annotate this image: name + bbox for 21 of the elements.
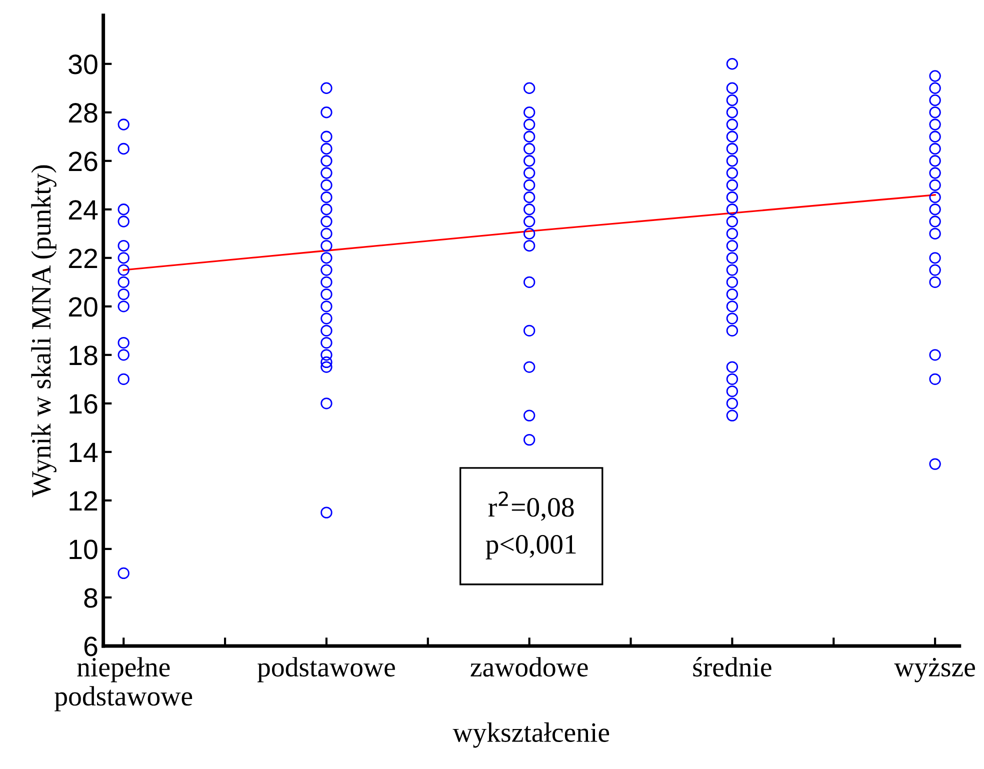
y-axis-title: Wynik w skali MNA (punkty) (31, 165, 56, 498)
y-tick-label: 16 (70, 394, 98, 414)
y-tick-label: 20 (68, 297, 98, 317)
y-tick-label: 18 (70, 346, 98, 366)
x-tick-label: podstawowe (257, 657, 395, 682)
x-tick-label: wyższe (894, 658, 975, 682)
x-tick-label: zawodowe (470, 657, 588, 677)
y-tick-label: 8 (84, 588, 98, 608)
y-tick-label: 10 (70, 540, 98, 560)
x-tick-label: średnie (693, 657, 772, 677)
x-tick-label: niepełne podstawowe (54, 657, 192, 712)
y-tick-label: 26 (68, 152, 98, 172)
y-tick-label: 6 (84, 636, 98, 656)
y-tick-label: 12 (70, 491, 98, 511)
y-tick-label: 30 (68, 54, 98, 74)
y-tick-label: 24 (68, 200, 98, 220)
y-tick-label: 14 (70, 442, 98, 462)
y-tick-label: 22 (68, 248, 98, 268)
annotation: r$^{2}$=0,08 p<0,001 (486, 491, 576, 560)
y-tick-label: 28 (68, 103, 98, 123)
x-axis-title: wykształcenie (452, 722, 610, 748)
